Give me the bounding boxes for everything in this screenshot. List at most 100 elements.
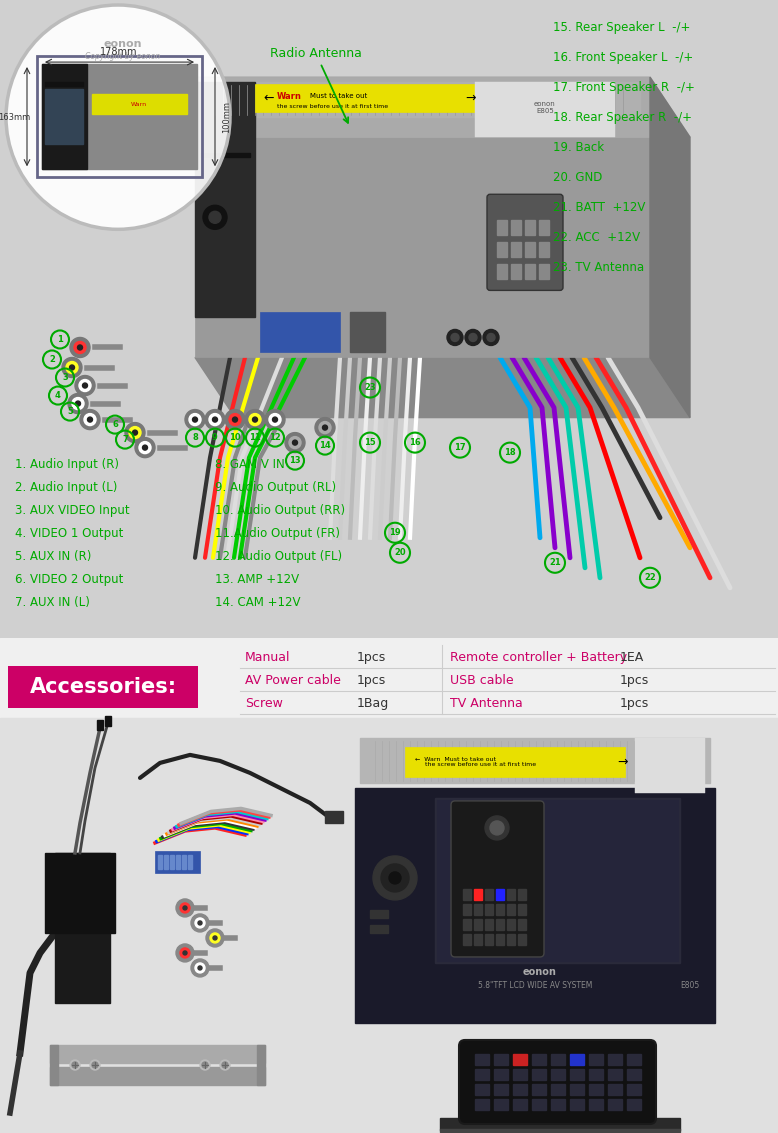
Bar bbox=[182, 855, 186, 869]
Bar bbox=[507, 934, 515, 945]
Circle shape bbox=[66, 361, 78, 374]
Text: 12: 12 bbox=[269, 433, 281, 442]
Bar bbox=[513, 1054, 527, 1065]
Circle shape bbox=[490, 821, 504, 835]
Circle shape bbox=[381, 864, 409, 892]
Bar bbox=[55, 853, 110, 1003]
Bar bbox=[518, 904, 526, 915]
Text: 11.Audio Output (FR): 11.Audio Output (FR) bbox=[215, 527, 340, 539]
Bar bbox=[45, 82, 83, 86]
Circle shape bbox=[389, 872, 401, 884]
Text: copyright by eonon: copyright by eonon bbox=[450, 911, 531, 920]
Text: 20. GND: 20. GND bbox=[553, 171, 602, 184]
Circle shape bbox=[135, 437, 155, 458]
Circle shape bbox=[469, 333, 477, 341]
Text: the screw before use it at first time: the screw before use it at first time bbox=[277, 103, 388, 109]
FancyBboxPatch shape bbox=[451, 801, 544, 957]
Circle shape bbox=[285, 433, 305, 452]
Polygon shape bbox=[195, 358, 690, 418]
Text: 7: 7 bbox=[122, 435, 128, 444]
Text: 2. Audio Input (L): 2. Audio Input (L) bbox=[15, 480, 117, 494]
Circle shape bbox=[272, 417, 278, 423]
Text: 163mm: 163mm bbox=[0, 112, 30, 121]
Circle shape bbox=[129, 427, 141, 438]
Circle shape bbox=[183, 906, 187, 910]
Bar bbox=[92, 94, 187, 114]
Circle shape bbox=[373, 855, 417, 900]
Text: 13. AMP +12V: 13. AMP +12V bbox=[215, 573, 299, 586]
Text: 2: 2 bbox=[49, 355, 55, 364]
Bar bbox=[0, 638, 778, 718]
Circle shape bbox=[92, 1062, 98, 1068]
Circle shape bbox=[209, 414, 221, 426]
FancyBboxPatch shape bbox=[459, 1040, 656, 1124]
Bar bbox=[170, 855, 174, 869]
Text: Warn: Warn bbox=[277, 92, 302, 101]
Bar bbox=[176, 855, 180, 869]
Text: 9. Audio Output (RL): 9. Audio Output (RL) bbox=[215, 480, 336, 494]
Text: E805: E805 bbox=[681, 981, 699, 990]
Bar bbox=[532, 1068, 546, 1080]
Circle shape bbox=[72, 1062, 78, 1068]
Bar bbox=[494, 1068, 508, 1080]
Bar bbox=[551, 1084, 565, 1094]
Bar bbox=[608, 1054, 622, 1065]
Text: 1. Audio Input (R): 1. Audio Input (R) bbox=[15, 458, 119, 470]
Bar bbox=[525, 264, 535, 280]
Bar bbox=[539, 264, 549, 280]
Circle shape bbox=[229, 414, 241, 426]
Bar bbox=[513, 1099, 527, 1110]
Bar bbox=[532, 1099, 546, 1110]
Bar bbox=[350, 313, 385, 352]
Text: 22. ACC  +12V: 22. ACC +12V bbox=[553, 231, 640, 244]
Circle shape bbox=[90, 1060, 100, 1070]
Bar bbox=[463, 934, 471, 945]
Circle shape bbox=[180, 903, 190, 913]
Bar bbox=[513, 1068, 527, 1080]
Bar bbox=[325, 811, 343, 823]
Circle shape bbox=[191, 914, 209, 932]
Text: Screw: Screw bbox=[245, 698, 283, 710]
Circle shape bbox=[82, 383, 87, 387]
Bar bbox=[570, 1099, 584, 1110]
Circle shape bbox=[195, 963, 205, 973]
Text: 1EA: 1EA bbox=[620, 651, 644, 664]
Circle shape bbox=[62, 358, 82, 377]
Bar bbox=[496, 919, 504, 930]
Bar bbox=[525, 242, 535, 257]
Text: eonon: eonon bbox=[523, 966, 557, 977]
Circle shape bbox=[206, 929, 224, 947]
Circle shape bbox=[465, 330, 481, 346]
Text: Radio Antenna: Radio Antenna bbox=[270, 48, 362, 122]
Circle shape bbox=[293, 440, 297, 445]
Bar bbox=[45, 90, 83, 144]
Bar bbox=[494, 1099, 508, 1110]
Circle shape bbox=[80, 409, 100, 429]
Bar bbox=[405, 747, 625, 777]
Bar bbox=[551, 1054, 565, 1065]
Circle shape bbox=[483, 330, 499, 346]
Circle shape bbox=[191, 959, 209, 977]
Bar bbox=[551, 1099, 565, 1110]
Bar bbox=[188, 855, 192, 869]
Bar bbox=[608, 1068, 622, 1080]
Bar bbox=[513, 1084, 527, 1094]
Bar bbox=[525, 220, 535, 236]
Bar bbox=[370, 910, 388, 918]
Circle shape bbox=[209, 211, 221, 223]
Circle shape bbox=[269, 414, 281, 426]
Circle shape bbox=[205, 409, 225, 429]
Circle shape bbox=[132, 431, 138, 435]
Text: 19: 19 bbox=[389, 528, 401, 537]
Circle shape bbox=[70, 1060, 80, 1070]
Bar bbox=[485, 919, 493, 930]
Circle shape bbox=[142, 445, 148, 450]
Text: 178mm: 178mm bbox=[100, 48, 138, 57]
Circle shape bbox=[183, 951, 187, 955]
Text: 3. AUX VIDEO Input: 3. AUX VIDEO Input bbox=[15, 504, 130, 517]
Text: 1pcs: 1pcs bbox=[620, 698, 650, 710]
Text: 13: 13 bbox=[289, 457, 301, 466]
Circle shape bbox=[225, 409, 245, 429]
Text: 14. CAM +12V: 14. CAM +12V bbox=[215, 596, 300, 608]
Bar bbox=[440, 1118, 680, 1130]
